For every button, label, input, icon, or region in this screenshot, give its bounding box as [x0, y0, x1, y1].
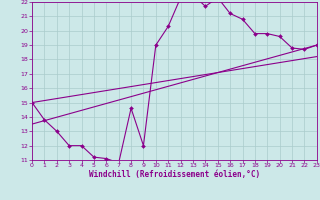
- X-axis label: Windchill (Refroidissement éolien,°C): Windchill (Refroidissement éolien,°C): [89, 170, 260, 179]
